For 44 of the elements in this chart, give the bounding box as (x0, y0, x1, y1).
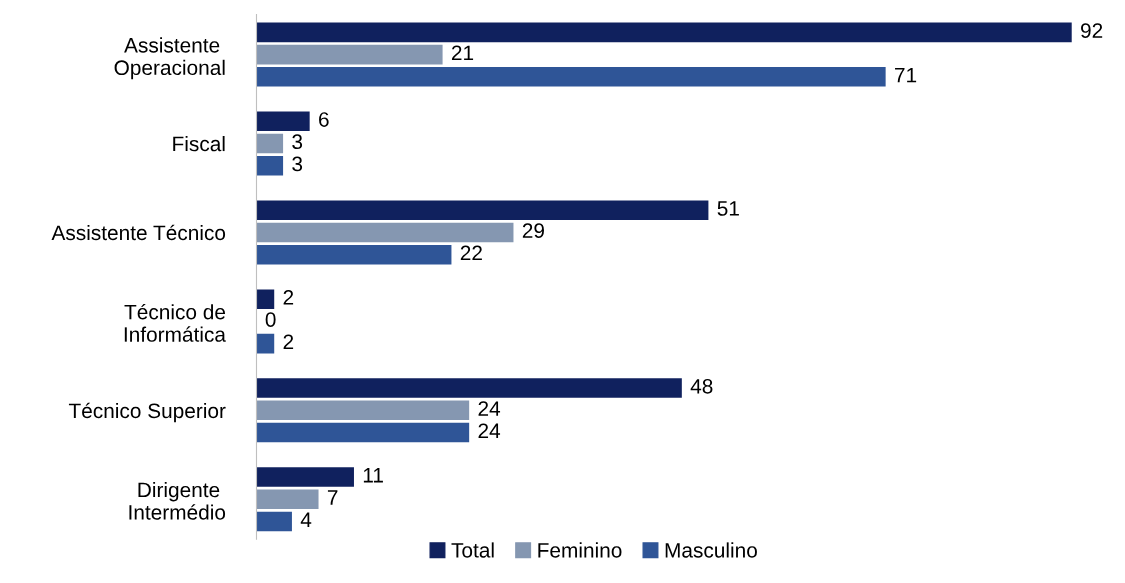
data-label: 24 (478, 423, 501, 438)
bar (256, 22, 1072, 43)
legend-label: Feminino (538, 542, 622, 558)
bar (256, 155, 284, 176)
y-tick-label: Técnico Superior (68, 402, 226, 423)
bar (256, 489, 319, 510)
data-label: 3 (292, 134, 303, 150)
legend-label: Total (451, 542, 494, 558)
data-label: 21 (451, 45, 474, 60)
data-label: 22 (460, 245, 482, 261)
y-tick-label: Técnico de Informática (124, 303, 226, 342)
y-tick-label: Dirigente Intermédio (129, 482, 226, 520)
bar (256, 222, 514, 243)
data-label: 6 (319, 112, 329, 127)
data-label: 11 (363, 468, 383, 483)
y-tick-label: Fiscal (173, 135, 225, 152)
bar (256, 511, 292, 532)
data-label: 2 (283, 290, 294, 305)
y-tick-label: Assistente Operacional (114, 37, 225, 80)
data-label: 48 (690, 378, 713, 394)
bar (256, 422, 470, 443)
data-label: 92 (1081, 23, 1103, 38)
bar (256, 111, 310, 132)
bar (256, 333, 275, 354)
bar (256, 44, 443, 65)
data-label: 24 (478, 401, 501, 416)
y-tick-label: Assistente Técnico (51, 224, 226, 241)
bar (256, 289, 275, 309)
data-label: 51 (717, 201, 739, 216)
data-label: 29 (522, 223, 544, 239)
data-label: 3 (292, 156, 303, 172)
data-label: 2 (283, 334, 294, 350)
data-label: 4 (300, 512, 312, 527)
data-label: 0 (265, 312, 276, 327)
bar (256, 244, 452, 265)
bar (256, 400, 470, 421)
bar (256, 200, 709, 221)
data-label: 71 (895, 67, 917, 83)
data-label: 7 (327, 490, 338, 505)
bar (256, 467, 354, 487)
bar (256, 67, 886, 87)
legend-label: Masculino (665, 542, 757, 558)
bar (256, 378, 682, 398)
bar (256, 133, 284, 154)
